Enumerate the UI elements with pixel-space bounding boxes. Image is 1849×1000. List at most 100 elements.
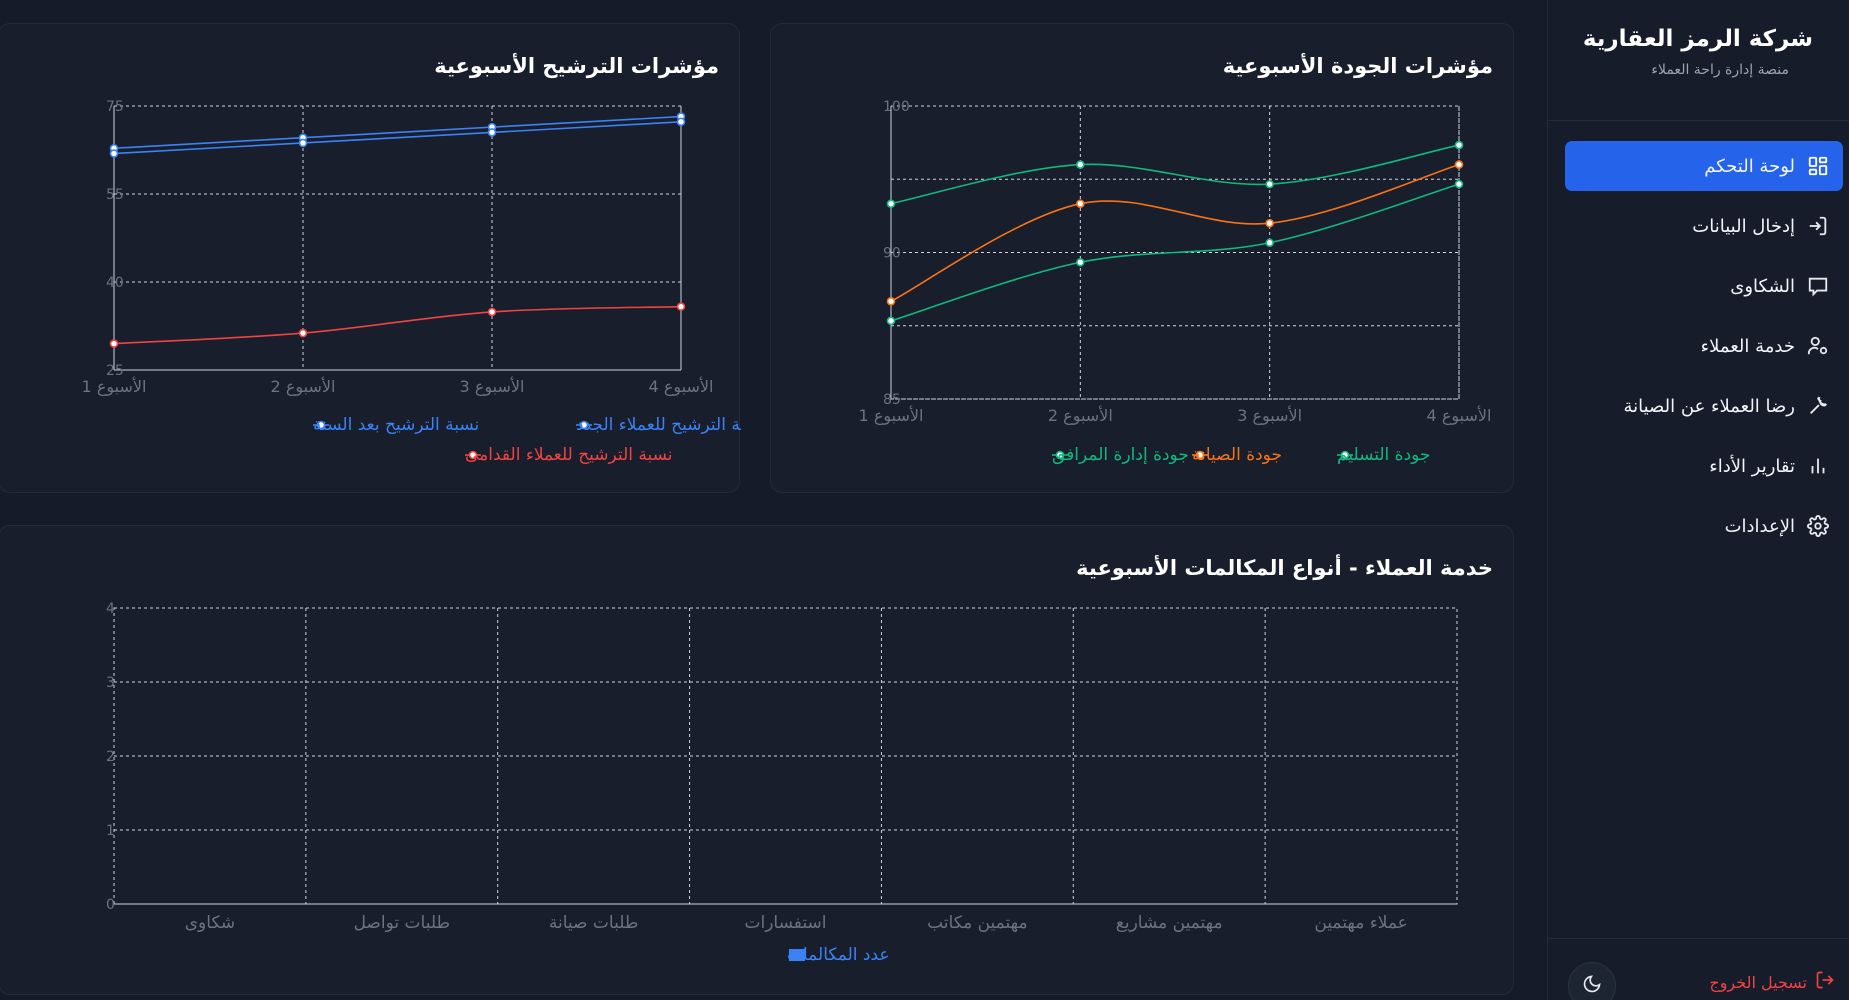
x-tick-label: الأسبوع 3 <box>460 376 525 397</box>
data-point <box>1454 140 1464 150</box>
y-tick-label: 85 <box>883 392 901 408</box>
data-point <box>676 117 686 127</box>
series-line <box>113 121 682 155</box>
sidebar-item-dashboard[interactable]: لوحة التحكم <box>1565 141 1843 191</box>
x-tick-label: استفسارات <box>745 913 827 933</box>
legend-marker-dot <box>468 450 478 460</box>
data-point <box>487 307 497 317</box>
x-tick-label: مهتمين مكاتب <box>927 913 1027 933</box>
data-point <box>1454 179 1464 189</box>
x-tick-label: الأسبوع 1 <box>82 376 147 397</box>
legend-marker-dot <box>316 420 326 430</box>
y-tick-label: 4 <box>106 601 115 617</box>
x-tick-label: الأسبوع 2 <box>1048 405 1113 426</box>
sidebar: شركة الرمز العقارية منصة إدارة راحة العم… <box>1547 0 1849 1000</box>
card-title: مؤشرات الترشيح الأسبوعية <box>434 54 719 78</box>
data-point <box>487 128 497 137</box>
y-tick-label: 2 <box>106 749 115 765</box>
data-point <box>1076 160 1085 169</box>
data-point <box>298 328 308 338</box>
legend-label: جودة إدارة المرافق <box>1052 445 1189 465</box>
y-tick-label: 40 <box>106 275 124 291</box>
x-tick-label: طلبات تواصل <box>354 913 450 933</box>
sidebar-item-label: تقارير الأداء <box>1709 455 1795 477</box>
data-point <box>109 149 119 158</box>
sidebar-item-label: الإعدادات <box>1724 515 1795 537</box>
theme-toggle-button[interactable] <box>1568 962 1616 1000</box>
sidebar-nav: لوحة التحكم إدخال البيانات الشكاوى خدمة … <box>1565 141 1843 561</box>
sidebar-item-label: لوحة التحكم <box>1704 155 1795 177</box>
nomination-chart: 25 40 55 75 الأسبوع 1 الأسبوع 2 الأسبوع 3 الأسب… <box>82 99 741 465</box>
data-point <box>886 316 896 326</box>
brand: شركة الرمز العقارية منصة إدارة راحة العم… <box>1583 26 1813 78</box>
data-point <box>676 302 686 311</box>
legend-label: عدد المكالمات <box>787 945 890 965</box>
y-tick-label: 1 <box>106 823 115 839</box>
plot-frame <box>113 607 1458 905</box>
sidebar-item-complaints[interactable]: الشكاوى <box>1565 261 1843 311</box>
data-point <box>298 138 308 148</box>
y-tick-label: 75 <box>106 99 124 115</box>
data-point <box>1265 218 1274 228</box>
data-point <box>886 199 896 208</box>
legend-label: جودة الصيانة <box>1192 445 1282 465</box>
legend-label: جودة التسليم <box>1337 445 1430 465</box>
legend-label: نسبة الترشيح بعد السنة <box>313 415 479 435</box>
x-tick-label: الأسبوع 4 <box>1427 405 1492 426</box>
x-tick-label: طلبات صيانة <box>549 913 638 933</box>
data-point <box>1076 199 1085 208</box>
series-line <box>890 144 1460 205</box>
user-settings-icon <box>1805 333 1831 359</box>
legend-marker-dot <box>1195 450 1205 460</box>
legend-label: نسبة الترشيح للعملاء الجدد <box>576 415 741 435</box>
x-tick-label: الأسبوع 1 <box>859 405 924 426</box>
data-point <box>1076 257 1085 267</box>
card-title: خدمة العملاء - أنواع المكالمات الأسبوعية <box>1076 556 1493 580</box>
y-tick-label: 0 <box>106 897 115 913</box>
x-tick-label: الأسبوع 3 <box>1237 405 1302 426</box>
divider <box>1548 120 1849 121</box>
logout-icon <box>1815 970 1835 994</box>
x-tick-label: الأسبوع 2 <box>271 376 336 397</box>
data-point <box>886 297 896 306</box>
sidebar-item-customer-service[interactable]: خدمة العملاء <box>1565 321 1843 371</box>
x-tick-label: عملاء مهتمين <box>1314 913 1407 933</box>
data-point <box>1454 160 1464 169</box>
y-tick-label: 90 <box>883 246 901 262</box>
legend-marker-dot <box>1055 450 1065 460</box>
x-tick-label: مهتمين مشاريع <box>1116 913 1223 933</box>
y-tick-label: 100 <box>883 99 910 115</box>
wrench-icon <box>1805 393 1831 419</box>
divider <box>1548 938 1849 939</box>
logout-label: تسجيل الخروج <box>1709 972 1807 992</box>
y-tick-label: 25 <box>106 363 124 379</box>
series-line <box>113 115 682 150</box>
sidebar-item-label: خدمة العملاء <box>1700 335 1795 357</box>
sidebar-item-data-entry[interactable]: إدخال البيانات <box>1565 201 1843 251</box>
calls-card: خدمة العملاء - أنواع المكالمات الأسبوعية… <box>0 525 1514 995</box>
sidebar-item-settings[interactable]: الإعدادات <box>1565 501 1843 551</box>
moon-icon <box>1582 974 1602 998</box>
company-name: شركة الرمز العقارية <box>1582 26 1813 52</box>
x-tick-label: شكاوى <box>185 913 235 933</box>
login-icon <box>1805 213 1831 239</box>
y-tick-label: 3 <box>106 675 115 691</box>
series-line <box>890 183 1460 322</box>
bar-chart-icon <box>1805 453 1831 479</box>
logout-button[interactable]: تسجيل الخروج <box>1709 970 1835 994</box>
data-point <box>109 339 119 348</box>
legend-label: نسبة الترشيح للعملاء القدامى <box>465 445 673 465</box>
series-line <box>890 163 1460 303</box>
dashboard-icon <box>1805 153 1831 179</box>
legend-marker-dot <box>579 420 589 430</box>
data-point <box>1265 238 1274 248</box>
sidebar-item-maintenance-satisfaction[interactable]: رضا العملاء عن الصيانة <box>1565 381 1843 431</box>
quality-card: مؤشرات الجودة الأسبوعية 85 90 100 الأسبوع 1… <box>770 23 1514 493</box>
series-line <box>113 305 682 345</box>
legend-marker <box>789 949 805 961</box>
sidebar-item-performance-reports[interactable]: تقارير الأداء <box>1565 441 1843 491</box>
sidebar-item-label: رضا العملاء عن الصيانة <box>1623 395 1795 417</box>
gear-icon <box>1805 513 1831 539</box>
quality-chart: 85 90 100 الأسبوع 1 الأسبوع 2 الأسبوع 3 الأسبو… <box>859 99 1492 465</box>
platform-subtitle: منصة إدارة راحة العملاء <box>1651 62 1789 78</box>
